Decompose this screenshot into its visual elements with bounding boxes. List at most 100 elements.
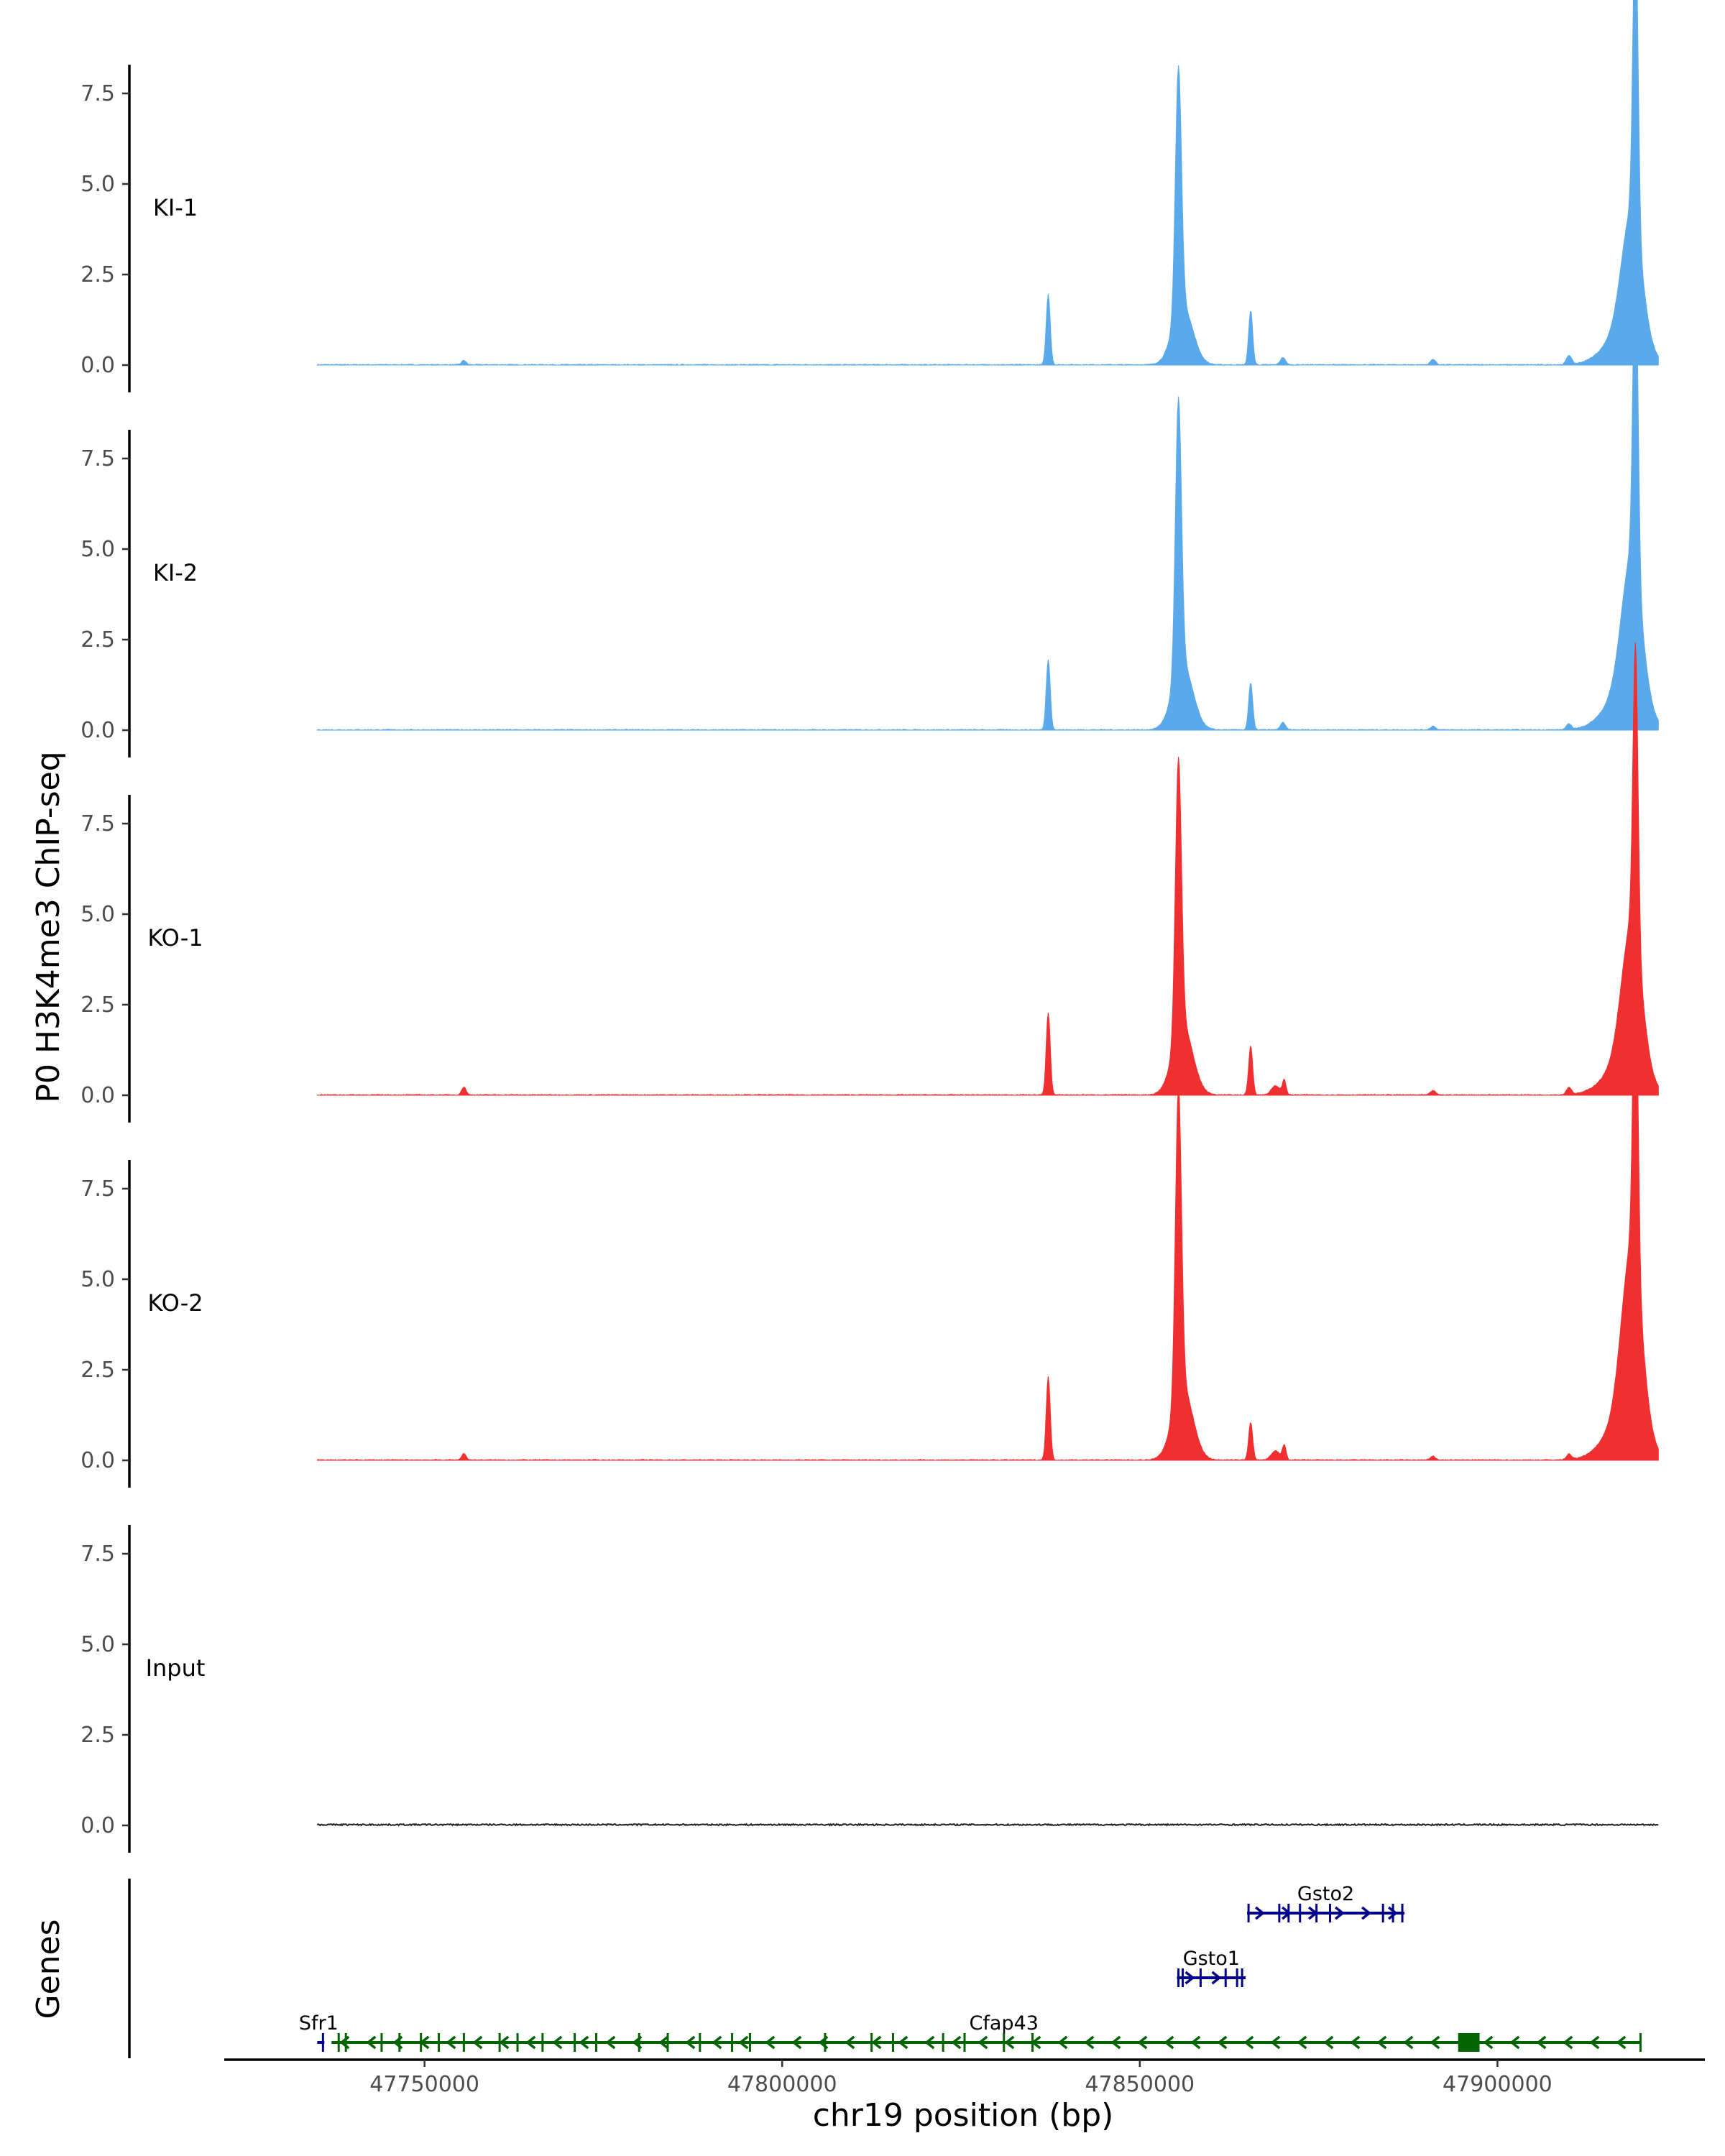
track-ko-1: 0.0 2.5 5.0 7.5 KO-1: [80, 642, 1659, 1123]
strand-arrow: [1403, 2035, 1414, 2050]
strand-arrow: [1323, 2035, 1334, 2050]
strand-arrow: [1616, 2035, 1627, 2050]
y-tick-label: 2.5: [80, 627, 115, 653]
genes-axis-title: Genes: [30, 1919, 67, 2019]
x-tick-label: 47800000: [727, 2072, 837, 2097]
strand-arrow: [712, 2035, 722, 2050]
track-label: KO-2: [147, 1289, 203, 1317]
strand-arrow: [765, 2035, 776, 2050]
strand-arrow: [658, 2035, 669, 2050]
strand-arrow: [1084, 2035, 1095, 2050]
gene-gsto1: Gsto1: [1177, 1948, 1246, 1987]
y-tick-label: 5.0: [80, 902, 115, 927]
gene-gsto2: Gsto2: [1247, 1883, 1405, 1922]
strand-arrow: [1190, 2035, 1201, 2050]
strand-arrow: [1483, 2035, 1494, 2050]
signal-line: [316, 1823, 1659, 1827]
strand-arrow: [1536, 2035, 1547, 2050]
strand-arrow: [871, 2035, 882, 2050]
track-ki-2: 0.0 2.5 5.0 7.5 KI-2: [80, 251, 1659, 757]
y-tick-label: 0.0: [80, 1448, 115, 1473]
gene-label: Gsto1: [1183, 1948, 1240, 1970]
x-axis-title: chr19 position (bp): [813, 2097, 1114, 2134]
gene-sfr1: Sfr1: [299, 2012, 339, 2052]
y-tick-label: 7.5: [80, 446, 115, 471]
strand-arrow: [1110, 2035, 1121, 2050]
y-tick-label: 7.5: [80, 81, 115, 106]
gene-annotation-track: Gsto2 Gsto1 Sfr1 Cfap43: [128, 1879, 1642, 2058]
y-axis-title: P0 H3K4me3 ChIP-seq: [30, 751, 67, 1102]
y-tick-label: 7.5: [80, 1176, 115, 1202]
strand-arrow: [1387, 1906, 1398, 1920]
strand-arrow: [1563, 2035, 1573, 2050]
signal-area: [316, 0, 1659, 366]
strand-arrow: [1217, 2035, 1228, 2050]
y-tick-label: 7.5: [80, 811, 115, 837]
x-axis: 47750000 47800000 47850000 47900000: [224, 2058, 1705, 2097]
x-tick-label: 47750000: [369, 2072, 479, 2097]
strand-arrow: [1430, 2035, 1440, 2050]
strand-arrow: [924, 2035, 935, 2050]
y-tick-label: 5.0: [80, 172, 115, 197]
gene-cfap43: Cfap43: [331, 2012, 1642, 2052]
y-tick-label: 2.5: [80, 992, 115, 1018]
strand-arrow: [791, 2035, 802, 2050]
signal-area: [316, 251, 1659, 731]
track-input: 0.0 2.5 5.0 7.5 Input: [80, 1525, 1659, 1853]
strand-arrow: [605, 2035, 616, 2050]
strand-arrow: [1376, 2035, 1387, 2050]
strand-arrow: [1137, 2035, 1148, 2050]
strand-arrow: [1004, 2035, 1015, 2050]
track-label: KI-2: [153, 559, 198, 586]
signal-area: [316, 642, 1659, 1096]
track-ki-1: 0.0 2.5 5.0 7.5 KI-1: [80, 0, 1659, 392]
y-tick-label: 0.0: [80, 1813, 115, 1838]
gene-label: Gsto2: [1297, 1883, 1354, 1905]
strand-arrow: [738, 2035, 749, 2050]
strand-arrow: [1509, 2035, 1520, 2050]
y-tick-label: 2.5: [80, 1723, 115, 1748]
track-label: KI-1: [153, 194, 198, 221]
signal-area: [316, 945, 1659, 1461]
exon-block: [1458, 2033, 1480, 2052]
x-tick-label: 47850000: [1085, 2072, 1195, 2097]
strand-arrow: [1350, 2035, 1361, 2050]
track-label: KO-1: [147, 924, 203, 952]
gene-label: Cfap43: [970, 2012, 1039, 2035]
gene-label: Sfr1: [299, 2012, 339, 2035]
y-tick-label: 5.0: [80, 537, 115, 562]
track-ko-2: 0.0 2.5 5.0 7.5 KO-2: [80, 945, 1659, 1488]
y-tick-label: 5.0: [80, 1632, 115, 1657]
strand-arrow: [472, 2035, 483, 2050]
strand-arrow: [1184, 1971, 1195, 1985]
strand-arrow: [1164, 2035, 1174, 2050]
strand-arrow: [951, 2035, 962, 2050]
strand-arrow: [1254, 1906, 1265, 1920]
y-tick-label: 0.0: [80, 1083, 115, 1108]
strand-arrow: [1361, 1906, 1371, 1920]
y-tick-label: 7.5: [80, 1542, 115, 1567]
y-tick-label: 5.0: [80, 1267, 115, 1292]
strand-arrow: [898, 2035, 908, 2050]
strand-arrow: [1270, 2035, 1281, 2050]
x-tick-label: 47900000: [1443, 2072, 1552, 2097]
strand-arrow: [499, 2035, 510, 2050]
strand-arrow: [1297, 2035, 1307, 2050]
track-label: Input: [146, 1654, 206, 1682]
strand-arrow: [525, 2035, 536, 2050]
strand-arrow: [1334, 1906, 1345, 1920]
strand-arrow: [1243, 2035, 1254, 2050]
strand-arrow: [552, 2035, 563, 2050]
strand-arrow: [1057, 2035, 1068, 2050]
y-tick-label: 2.5: [80, 262, 115, 287]
strand-arrow: [446, 2035, 456, 2050]
y-tick-label: 2.5: [80, 1358, 115, 1383]
strand-arrow: [1589, 2035, 1600, 2050]
y-tick-label: 0.0: [80, 353, 115, 378]
signal-tracks: 0.0 2.5 5.0 7.5 KI-1 0.0 2.5 5.0 7.5 KI-2 0.0 2.5 5.…: [80, 0, 1659, 1853]
strand-arrow: [978, 2035, 988, 2050]
strand-arrow: [579, 2035, 589, 2050]
strand-arrow: [1211, 1971, 1222, 1985]
strand-arrow: [845, 2035, 855, 2050]
